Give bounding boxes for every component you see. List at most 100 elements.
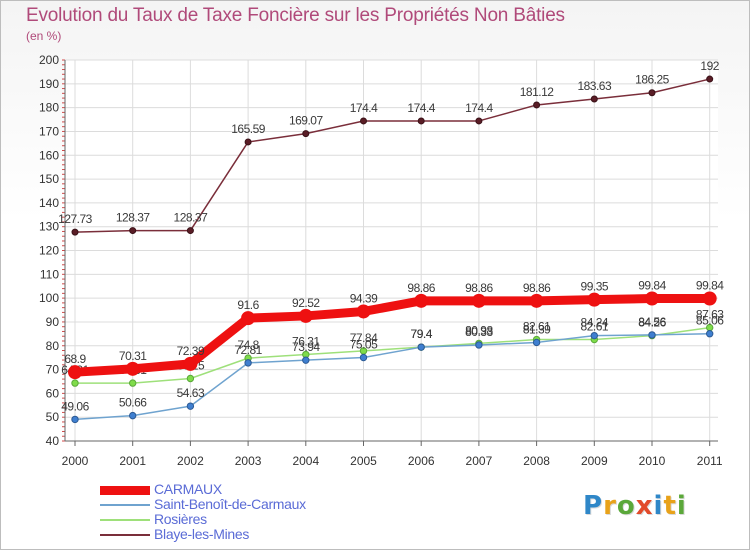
data-point	[186, 402, 195, 410]
data-point	[244, 359, 252, 367]
x-tick-label: 2011	[697, 454, 723, 468]
data-label: 84.56	[638, 315, 666, 329]
y-tick-label: 50	[46, 410, 60, 424]
x-tick-label: 2008	[523, 454, 550, 468]
data-point	[129, 411, 137, 420]
data-point	[186, 227, 194, 235]
logo-letter: r	[603, 491, 617, 521]
data-point	[532, 338, 541, 347]
data-point	[71, 415, 79, 424]
data-label: 98.86	[465, 281, 493, 295]
data-point	[298, 308, 313, 323]
data-label: 99.84	[696, 279, 724, 293]
legend-swatch	[100, 485, 150, 495]
y-tick-label: 90	[46, 315, 60, 329]
data-point	[587, 292, 602, 307]
x-tick-label: 2004	[292, 454, 319, 468]
y-tick-label: 80	[46, 339, 60, 353]
data-label: 81.39	[523, 322, 551, 336]
data-point	[129, 227, 137, 235]
data-label: 99.84	[638, 279, 666, 293]
data-label: 92.52	[292, 296, 320, 310]
data-point	[129, 379, 137, 387]
data-label: 128.37	[174, 211, 209, 225]
x-tick-label: 2005	[350, 454, 377, 468]
data-label: 74.8	[237, 338, 259, 352]
y-tick-label: 160	[39, 148, 59, 162]
y-tick-label: 40	[46, 434, 60, 448]
y-tick-label: 60	[46, 386, 60, 400]
data-label: 79.4	[411, 327, 433, 341]
data-point	[68, 365, 82, 380]
logo-letter: P	[583, 491, 604, 521]
data-point	[648, 331, 656, 339]
series-line	[74, 332, 710, 421]
series-line	[74, 78, 710, 233]
data-point	[702, 291, 717, 306]
data-label: 181.12	[520, 85, 555, 99]
logo-letter: i	[676, 491, 687, 521]
data-point	[186, 374, 195, 383]
data-label: 72.81	[234, 343, 262, 357]
data-point	[414, 293, 429, 308]
data-label: 54.63	[177, 386, 205, 400]
y-tick-label: 180	[39, 101, 59, 115]
legend-swatch	[100, 504, 150, 506]
logo-letter: x	[635, 491, 654, 521]
y-tick-label: 110	[40, 267, 59, 281]
legend-label: Saint-Benoît-de-Carmaux	[154, 496, 306, 512]
x-tick-label: 2010	[639, 454, 666, 468]
data-label: 73.94	[292, 340, 320, 354]
x-tick-label: 2009	[581, 454, 608, 468]
series-blaye-les-mines: 127.73 128.37 128.37 165.59 169.07 174.4 174.4…	[58, 59, 720, 236]
data-label: 84.24	[581, 316, 609, 330]
chart-title: Evolution du Taux de Taxe Foncière sur l…	[26, 5, 565, 26]
y-tick-label: 140	[39, 196, 59, 210]
data-point	[244, 138, 252, 146]
data-label: 98.86	[407, 281, 435, 295]
y-tick-label: 150	[39, 172, 59, 186]
legend-label: CARMAUX	[154, 481, 222, 497]
data-label: 192	[700, 59, 719, 73]
data-point	[125, 361, 140, 376]
data-label: 50.66	[119, 396, 147, 410]
series-line	[74, 294, 710, 377]
data-label: 186.25	[635, 73, 670, 87]
series-line	[75, 326, 710, 384]
series-carmaux: 68.9 70.31 72.39 91.6 92.52 94.39 98.86 98.86 98…	[64, 279, 725, 380]
y-tick-label: 120	[39, 244, 59, 258]
data-label: 79.4	[411, 327, 433, 341]
y-tick-label: 190	[39, 77, 59, 91]
data-label: 76.31	[292, 335, 320, 349]
data-point	[417, 117, 425, 125]
data-point	[706, 330, 714, 338]
data-point	[356, 304, 371, 319]
data-label: 128.37	[116, 211, 151, 225]
data-label: 82.61	[523, 320, 551, 334]
data-label: 174.4	[407, 101, 435, 115]
proxiti-logo: Proxiti	[583, 491, 687, 521]
data-label: 49.06	[61, 399, 89, 413]
y-tick-label: 200	[39, 53, 59, 67]
data-label: 169.07	[289, 114, 324, 128]
x-tick-label: 2000	[62, 454, 89, 468]
data-point	[71, 379, 79, 387]
y-tick-label: 100	[39, 291, 59, 305]
data-point	[706, 75, 714, 83]
data-point	[533, 101, 541, 109]
data-label: 75.05	[350, 338, 378, 352]
data-label: 91.6	[237, 298, 259, 312]
data-point	[417, 343, 425, 351]
data-label: 165.59	[231, 122, 266, 136]
data-point	[475, 341, 483, 349]
x-tick-label: 2006	[408, 454, 435, 468]
legend-label: Rosières	[154, 511, 207, 527]
data-point	[241, 311, 256, 326]
data-point	[471, 293, 486, 308]
legend-swatch	[100, 519, 150, 521]
data-label: 98.86	[523, 281, 551, 295]
data-label: 85.06	[696, 314, 724, 328]
legend-swatch	[100, 534, 150, 536]
